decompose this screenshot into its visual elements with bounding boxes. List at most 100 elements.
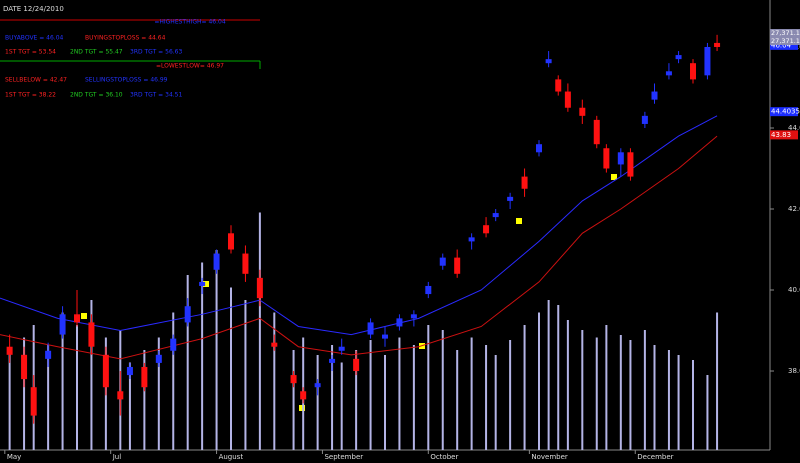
volume-bar: [595, 337, 598, 450]
volume-bar: [441, 330, 444, 450]
volume-bar: [427, 325, 430, 450]
candle-body: [425, 285, 432, 295]
volume-bar: [523, 325, 526, 450]
candle-body: [627, 152, 634, 177]
volume-bar: [230, 287, 232, 450]
volume-bar: [412, 345, 415, 450]
volume-bar: [547, 300, 550, 450]
volume-bar: [244, 300, 247, 450]
signal-marker: [81, 313, 87, 319]
volume-bar: [172, 312, 175, 450]
volume-bar: [90, 300, 93, 450]
x-tick-label: November: [531, 453, 568, 461]
candle-body: [102, 354, 109, 388]
candle-body: [641, 115, 648, 124]
x-tick-label: Jul: [112, 453, 122, 461]
x-tick-label: October: [430, 453, 458, 461]
volume-bar: [494, 355, 497, 450]
price-tag-label: 43.83: [771, 131, 791, 139]
volume-bar: [201, 262, 204, 450]
x-tick-label: May: [7, 453, 21, 461]
volume-bar: [706, 375, 709, 450]
volume-bar: [273, 312, 276, 450]
candle-body: [88, 322, 95, 347]
candle-body: [353, 358, 360, 372]
price-tag: [770, 107, 798, 117]
volume-bar: [619, 335, 622, 450]
y-tick-label: 42.0: [788, 205, 800, 213]
candle-body: [184, 306, 191, 323]
y-tick-label: 38.0: [788, 367, 800, 375]
panel-text: BUYABOVE = 46.04: [5, 35, 64, 42]
candle-body: [314, 383, 321, 388]
volume-bar: [47, 345, 50, 450]
candle-body: [242, 253, 249, 274]
candle-body: [21, 354, 28, 380]
candle-body: [492, 213, 499, 218]
signal-marker: [299, 405, 305, 411]
candle-body: [117, 391, 124, 400]
volume-bar: [23, 337, 26, 450]
band-line: [0, 135, 718, 360]
candle-body: [59, 314, 66, 335]
volume-bar: [605, 325, 608, 450]
price-tag: [770, 130, 798, 140]
x-tick-label: August: [219, 453, 244, 461]
volume-bar: [186, 275, 189, 450]
volume-bar: [369, 340, 372, 450]
volume-bar: [384, 355, 386, 450]
panel-text: =HIGHESTHIGH= 46.04: [154, 19, 225, 26]
panel-text: 1ST TGT = 53.54: [5, 49, 56, 56]
panel-text: 2ND TGT = 36.10: [70, 92, 123, 99]
candle-body: [483, 225, 490, 234]
panel-text: 2ND TGT = 55.47: [70, 49, 123, 56]
volume-bar: [340, 362, 343, 450]
candle-body: [410, 314, 417, 319]
candle-body: [126, 366, 133, 376]
band-line: [0, 115, 718, 336]
price-tag: [770, 40, 798, 50]
x-tick-label: September: [324, 453, 363, 461]
volume-bar: [509, 340, 512, 450]
candle-body: [141, 366, 148, 388]
signal-marker: [203, 281, 209, 287]
volume-bar: [215, 250, 218, 450]
candle-body: [6, 346, 13, 355]
candle-body: [199, 281, 206, 286]
volume-bar: [258, 212, 261, 450]
candle-body: [170, 338, 177, 351]
candle-body: [675, 55, 682, 60]
candle-body: [256, 277, 263, 299]
candle-body: [555, 79, 562, 92]
volume-bar: [667, 350, 670, 450]
volume-bar: [331, 345, 334, 450]
volume-bar: [355, 350, 358, 450]
candle-body: [665, 71, 672, 76]
price-tag-label: 44.4035: [771, 108, 800, 116]
volume-bar: [629, 340, 632, 450]
volume-bar: [143, 350, 146, 450]
candle-body: [617, 152, 624, 165]
y-tick-label: 40.0: [788, 286, 800, 294]
volume-bar: [581, 330, 584, 450]
candle-body: [367, 322, 374, 335]
candle-body: [714, 42, 721, 47]
candle-body: [300, 391, 307, 400]
panel-text: =LOWESTLOW= 46.97: [156, 63, 224, 70]
candle-body: [290, 375, 297, 384]
candle-body: [690, 63, 696, 80]
candle-body: [74, 314, 80, 323]
panel-text: BUYINGSTOPLOSS = 44.64: [85, 35, 166, 42]
signal-marker: [611, 174, 617, 180]
candle-body: [45, 350, 52, 359]
panel-text: SELLBELOW = 42.47: [5, 77, 67, 84]
candle-body: [439, 257, 446, 266]
candle-body: [521, 176, 528, 189]
candle-body: [30, 387, 37, 416]
volume-bar: [566, 320, 569, 450]
panel-date: DATE 12/24/2010: [3, 5, 64, 13]
volume-bar: [456, 350, 459, 450]
candle-body: [704, 46, 711, 76]
volume-bar: [128, 362, 131, 450]
volume-bar: [316, 355, 319, 450]
